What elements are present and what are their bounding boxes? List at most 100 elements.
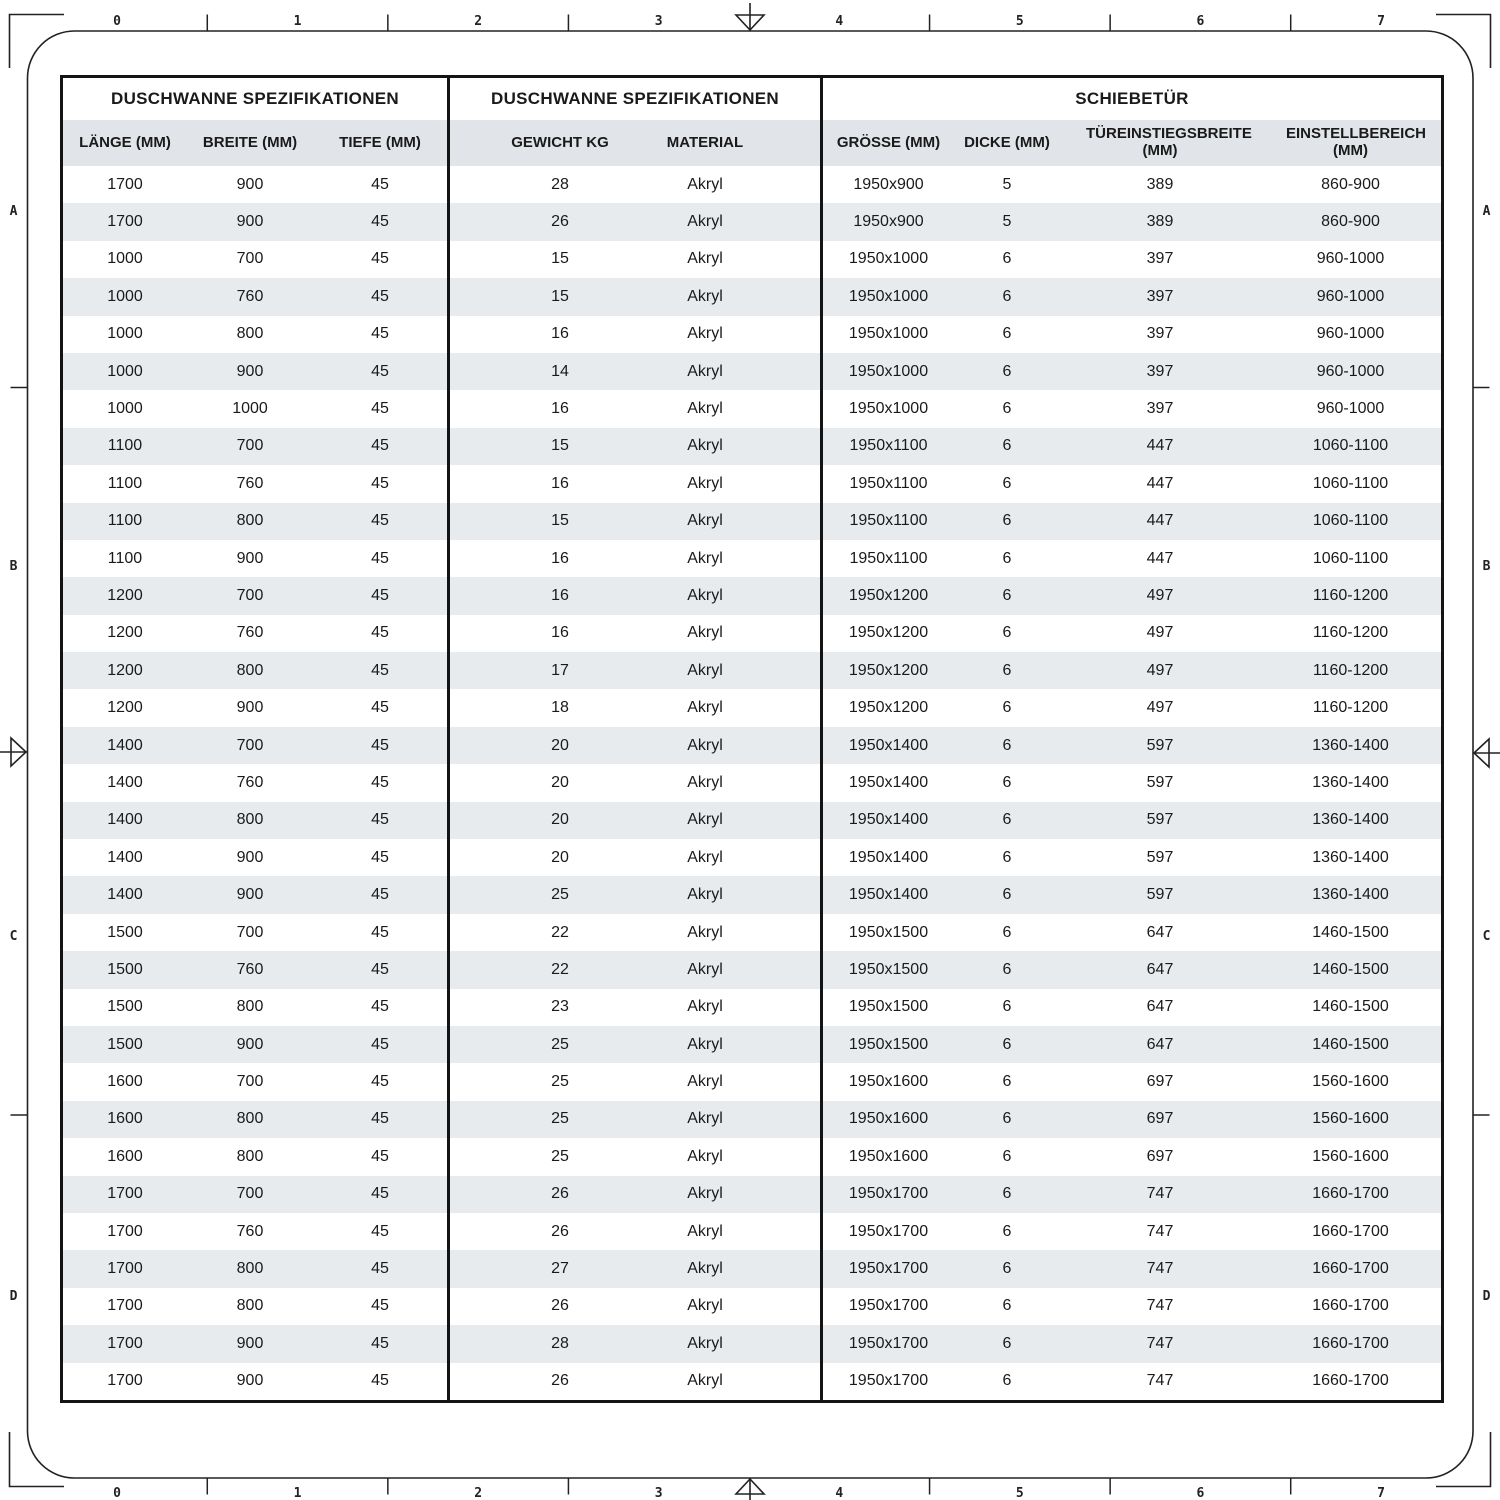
table-cell: 15 (551, 287, 569, 305)
table-cell: 1950x1500 (848, 1035, 929, 1053)
table-row: 26 Akryl (450, 1212, 820, 1251)
table-cell: 800 (236, 1297, 264, 1315)
grid-letter-right: D (1483, 1289, 1491, 1304)
table-cell: Akryl (687, 362, 723, 380)
table-cell: 1460-1500 (1312, 998, 1389, 1016)
table-row: 23 Akryl (450, 988, 820, 1026)
table-row: 1600 800 45 (63, 1100, 447, 1139)
table-cell: 1950x1200 (848, 661, 929, 679)
table-cell: 900 (236, 699, 264, 717)
table-row: 1600 700 45 (63, 1063, 447, 1101)
table-cell: 1950x1600 (848, 1073, 929, 1091)
section-schiebetuer: SCHIEBETÜR GRÖSSE (MM) DICKE (MM) TÜREINST… (820, 78, 1441, 1400)
table-cell: Akryl (687, 736, 723, 754)
table-cell: 960-1000 (1316, 250, 1385, 268)
grid-letter-left: D (10, 1289, 18, 1304)
table-cell: 760 (236, 960, 264, 978)
table-cell: 17 (551, 661, 569, 679)
table-row: 1700 900 45 (63, 1362, 447, 1400)
table-cell: 800 (236, 1110, 264, 1128)
table-cell: 6 (1002, 624, 1012, 642)
table-cell: 1950x1700 (848, 1372, 929, 1390)
table-row: 1400 900 45 (63, 839, 447, 877)
table-cell: 1500 (107, 998, 143, 1016)
table-row: 1200 760 45 (63, 614, 447, 653)
table-cell: 447 (1146, 549, 1174, 567)
table-cell: 45 (371, 512, 389, 530)
table-row: 20 Akryl (450, 839, 820, 877)
table-cell: 397 (1146, 400, 1174, 418)
table-cell: 597 (1146, 736, 1174, 754)
table-cell: 16 (551, 586, 569, 604)
table-cell: 1950x1500 (848, 998, 929, 1016)
table-cell: 26 (551, 213, 569, 231)
table-cell: Akryl (687, 287, 723, 305)
table-cell: 1060-1100 (1312, 474, 1389, 492)
table-cell: 45 (371, 1073, 389, 1091)
table-cell: 16 (551, 474, 569, 492)
header-row: LÄNGE (MM) BREITE (MM) TIEFE (MM) (63, 120, 447, 166)
table-row: 1950x1100 6 447 1060-1100 (823, 427, 1441, 466)
table-row: 1500 900 45 (63, 1025, 447, 1064)
table-cell: 1950x1100 (849, 512, 928, 530)
table-cell: 700 (236, 250, 264, 268)
table-cell: 20 (551, 811, 569, 829)
table-cell: 1000 (107, 287, 143, 305)
table-cell: 6 (1002, 773, 1012, 791)
table-cell: 447 (1146, 512, 1174, 530)
table-cell: 1460-1500 (1312, 923, 1389, 941)
table-cell: 397 (1146, 362, 1174, 380)
table-cell: 1160-1200 (1312, 661, 1389, 679)
table-cell: 900 (236, 1372, 264, 1390)
table-cell: 647 (1146, 998, 1174, 1016)
table-cell: 6 (1002, 362, 1012, 380)
ruler-number-top: 3 (655, 14, 663, 29)
table-cell: 6 (1002, 1185, 1012, 1203)
table-row: 1100 760 45 (63, 465, 447, 503)
table-cell: 1950x1400 (848, 773, 929, 791)
table-row: 1400 900 45 (63, 876, 447, 914)
ruler-number-bottom: 5 (1016, 1486, 1024, 1500)
column-header: EINSTELLBEREICH (MM) (1286, 125, 1427, 159)
table-cell: 900 (236, 213, 264, 231)
table-row: 22 Akryl (450, 951, 820, 989)
table-cell: 45 (371, 848, 389, 866)
table-cell: 5 (1002, 175, 1012, 193)
table-cell: 900 (236, 1334, 264, 1352)
table-cell: 15 (551, 512, 569, 530)
table-cell: 1400 (107, 811, 143, 829)
table-cell: 900 (236, 886, 264, 904)
column-header: MATERIAL (666, 133, 744, 151)
table-row: 1950x1000 6 397 960-1000 (823, 278, 1441, 316)
ruler-number-top: 2 (474, 14, 482, 29)
table-cell: 697 (1146, 1110, 1174, 1128)
table-cell: 6 (1002, 811, 1012, 829)
table-cell: 1950x1700 (848, 1334, 929, 1352)
table-cell: 1460-1500 (1312, 1035, 1389, 1053)
table-row: 25 Akryl (450, 1100, 820, 1139)
grid-letter-left: A (10, 204, 18, 219)
table-cell: 700 (236, 437, 264, 455)
table-cell: 760 (236, 1222, 264, 1240)
table-cell: 700 (236, 736, 264, 754)
table-row: 1400 760 45 (63, 764, 447, 802)
table-cell: 1950x1700 (848, 1222, 929, 1240)
table-row: 1950x1600 6 697 1560-1600 (823, 1063, 1441, 1101)
table-row: 1950x1000 6 397 960-1000 (823, 352, 1441, 391)
table-cell: 1700 (107, 175, 143, 193)
table-row: 1950x1700 6 747 1660-1700 (823, 1325, 1441, 1363)
table-row: 1950x1400 6 597 1360-1400 (823, 839, 1441, 877)
table-cell: 1660-1700 (1312, 1260, 1389, 1278)
table-cell: 6 (1002, 661, 1012, 679)
table-cell: Akryl (687, 1073, 723, 1091)
table-cell: 800 (236, 1260, 264, 1278)
table-row: 1950x900 5 389 860-900 (823, 203, 1441, 241)
table-cell: 1360-1400 (1312, 773, 1389, 791)
table-cell: 5 (1002, 213, 1012, 231)
table-cell: 960-1000 (1316, 362, 1385, 380)
table-cell: Akryl (687, 811, 723, 829)
table-cell: 697 (1146, 1147, 1174, 1165)
table-cell: 6 (1002, 1110, 1012, 1128)
table-cell: 1200 (107, 661, 143, 679)
